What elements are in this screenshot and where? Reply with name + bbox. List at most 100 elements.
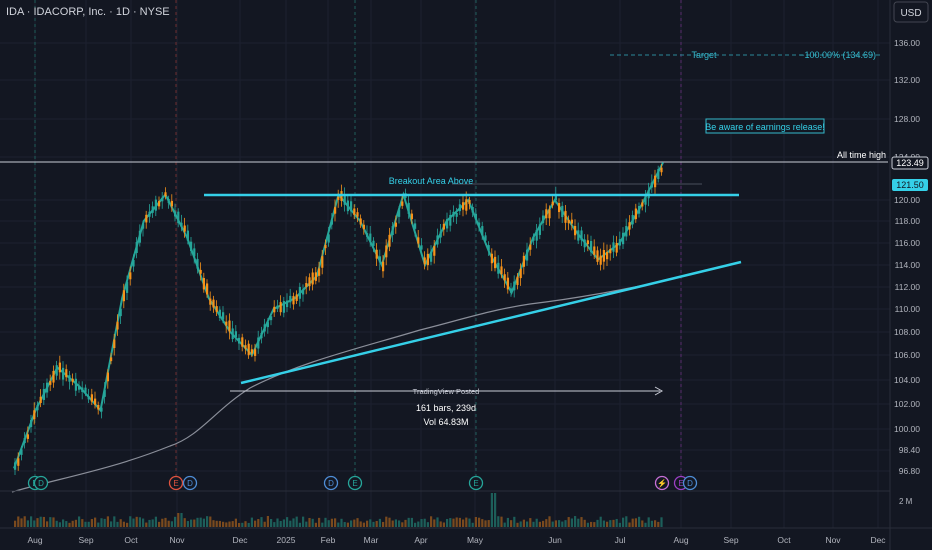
volume-bar: [87, 521, 90, 527]
volume-bar: [254, 520, 257, 527]
currency-button[interactable]: [893, 1, 929, 23]
volume-bar: [209, 516, 212, 527]
volume-bar: [174, 516, 177, 527]
event-badge[interactable]: E: [347, 475, 363, 491]
event-badge[interactable]: D: [323, 475, 339, 491]
candle-body: [366, 233, 369, 237]
volume-bar: [282, 519, 285, 527]
volume-bar: [455, 517, 458, 527]
volume-bar: [241, 522, 244, 527]
volume-bar: [522, 519, 525, 527]
price-tick-label: 100.00: [894, 424, 920, 434]
candle-body: [270, 316, 273, 321]
event-badge-ring: [33, 475, 49, 491]
volume-bar: [84, 521, 87, 527]
event-badge[interactable]: D: [182, 475, 198, 491]
volume-bar: [570, 518, 573, 527]
candle-body: [263, 324, 266, 332]
candle-body: [282, 301, 285, 313]
volume-bar: [193, 519, 196, 527]
volume-bar: [71, 520, 74, 527]
candle-body: [625, 226, 628, 237]
volume-bar: [554, 520, 557, 527]
time-tick-label: Oct: [124, 535, 138, 545]
candle-body: [231, 328, 234, 340]
volume-bar: [404, 519, 407, 527]
earnings-note-box[interactable]: [705, 118, 825, 134]
candle-body: [154, 199, 157, 211]
candle-body: [513, 281, 516, 291]
candle-body: [615, 243, 618, 253]
candle-body: [414, 223, 417, 229]
candle-body: [599, 255, 602, 265]
volume-bar: [641, 520, 644, 527]
candles: [14, 163, 663, 475]
candle-body: [567, 219, 570, 224]
candle-body: [110, 357, 113, 362]
volume-bar: [519, 521, 522, 527]
event-badge[interactable]: ⚡: [654, 475, 670, 491]
volume-bar: [20, 518, 23, 527]
event-badge[interactable]: E: [468, 475, 484, 491]
candle-body: [298, 286, 301, 299]
volume-bar: [446, 518, 449, 527]
candle-body: [190, 241, 193, 252]
volume-bar: [62, 519, 65, 527]
volume-bar: [116, 521, 119, 527]
volume-bar: [583, 519, 586, 527]
volume-bar: [372, 521, 375, 527]
candle-body: [78, 385, 81, 390]
candle-body: [490, 253, 493, 264]
volume-bar: [68, 522, 71, 527]
volume-bar: [430, 516, 433, 527]
event-badge-ring: [654, 475, 670, 491]
volume-bar: [452, 518, 455, 527]
candle-body: [580, 230, 583, 241]
event-badge[interactable]: E: [168, 475, 184, 491]
volume-bar: [388, 517, 391, 527]
candle-body: [631, 215, 634, 225]
candle-body: [49, 381, 52, 385]
candle-body: [346, 200, 349, 212]
volume-bar: [279, 520, 282, 527]
candle-body: [266, 322, 269, 328]
candle-body: [606, 252, 609, 260]
volume-bar: [154, 516, 157, 527]
candle-body: [494, 256, 497, 269]
time-tick-label: Dec: [870, 535, 886, 545]
candle-body: [202, 278, 205, 290]
volume-bar: [142, 518, 145, 527]
event-badges[interactable]: EDEDDEE⚡ED: [27, 475, 698, 491]
volume-bar: [30, 516, 33, 527]
volume-bar: [471, 522, 474, 527]
volume-bar: [398, 520, 401, 527]
event-badge[interactable]: D: [682, 475, 698, 491]
volume-bar: [423, 518, 426, 527]
candle-body: [218, 309, 221, 318]
candle-body: [314, 272, 317, 281]
event-badge-label: E: [678, 479, 683, 488]
volume-bar: [302, 516, 305, 527]
volume-bar: [574, 516, 577, 527]
candle-body: [151, 206, 154, 213]
volume-bar: [122, 521, 125, 527]
volume-bar: [644, 522, 647, 527]
rising-trendline[interactable]: [240, 260, 742, 385]
volume-bar: [474, 516, 477, 527]
volume-bar: [532, 521, 535, 527]
volume-bar: [58, 522, 61, 527]
date-range-measure[interactable]: [230, 386, 664, 396]
candle-body: [407, 202, 410, 214]
event-badge[interactable]: D: [33, 475, 49, 491]
candle-body: [62, 367, 65, 380]
candle-body: [583, 239, 586, 248]
volume-bar: [273, 522, 276, 527]
candle-body: [20, 449, 23, 455]
volume-bar: [39, 516, 42, 527]
target-label: Target: [691, 50, 717, 60]
volume-bar: [167, 520, 170, 527]
time-tick-label: Aug: [673, 535, 688, 545]
candle-body: [215, 306, 218, 312]
time-tick-label: Apr: [414, 535, 427, 545]
